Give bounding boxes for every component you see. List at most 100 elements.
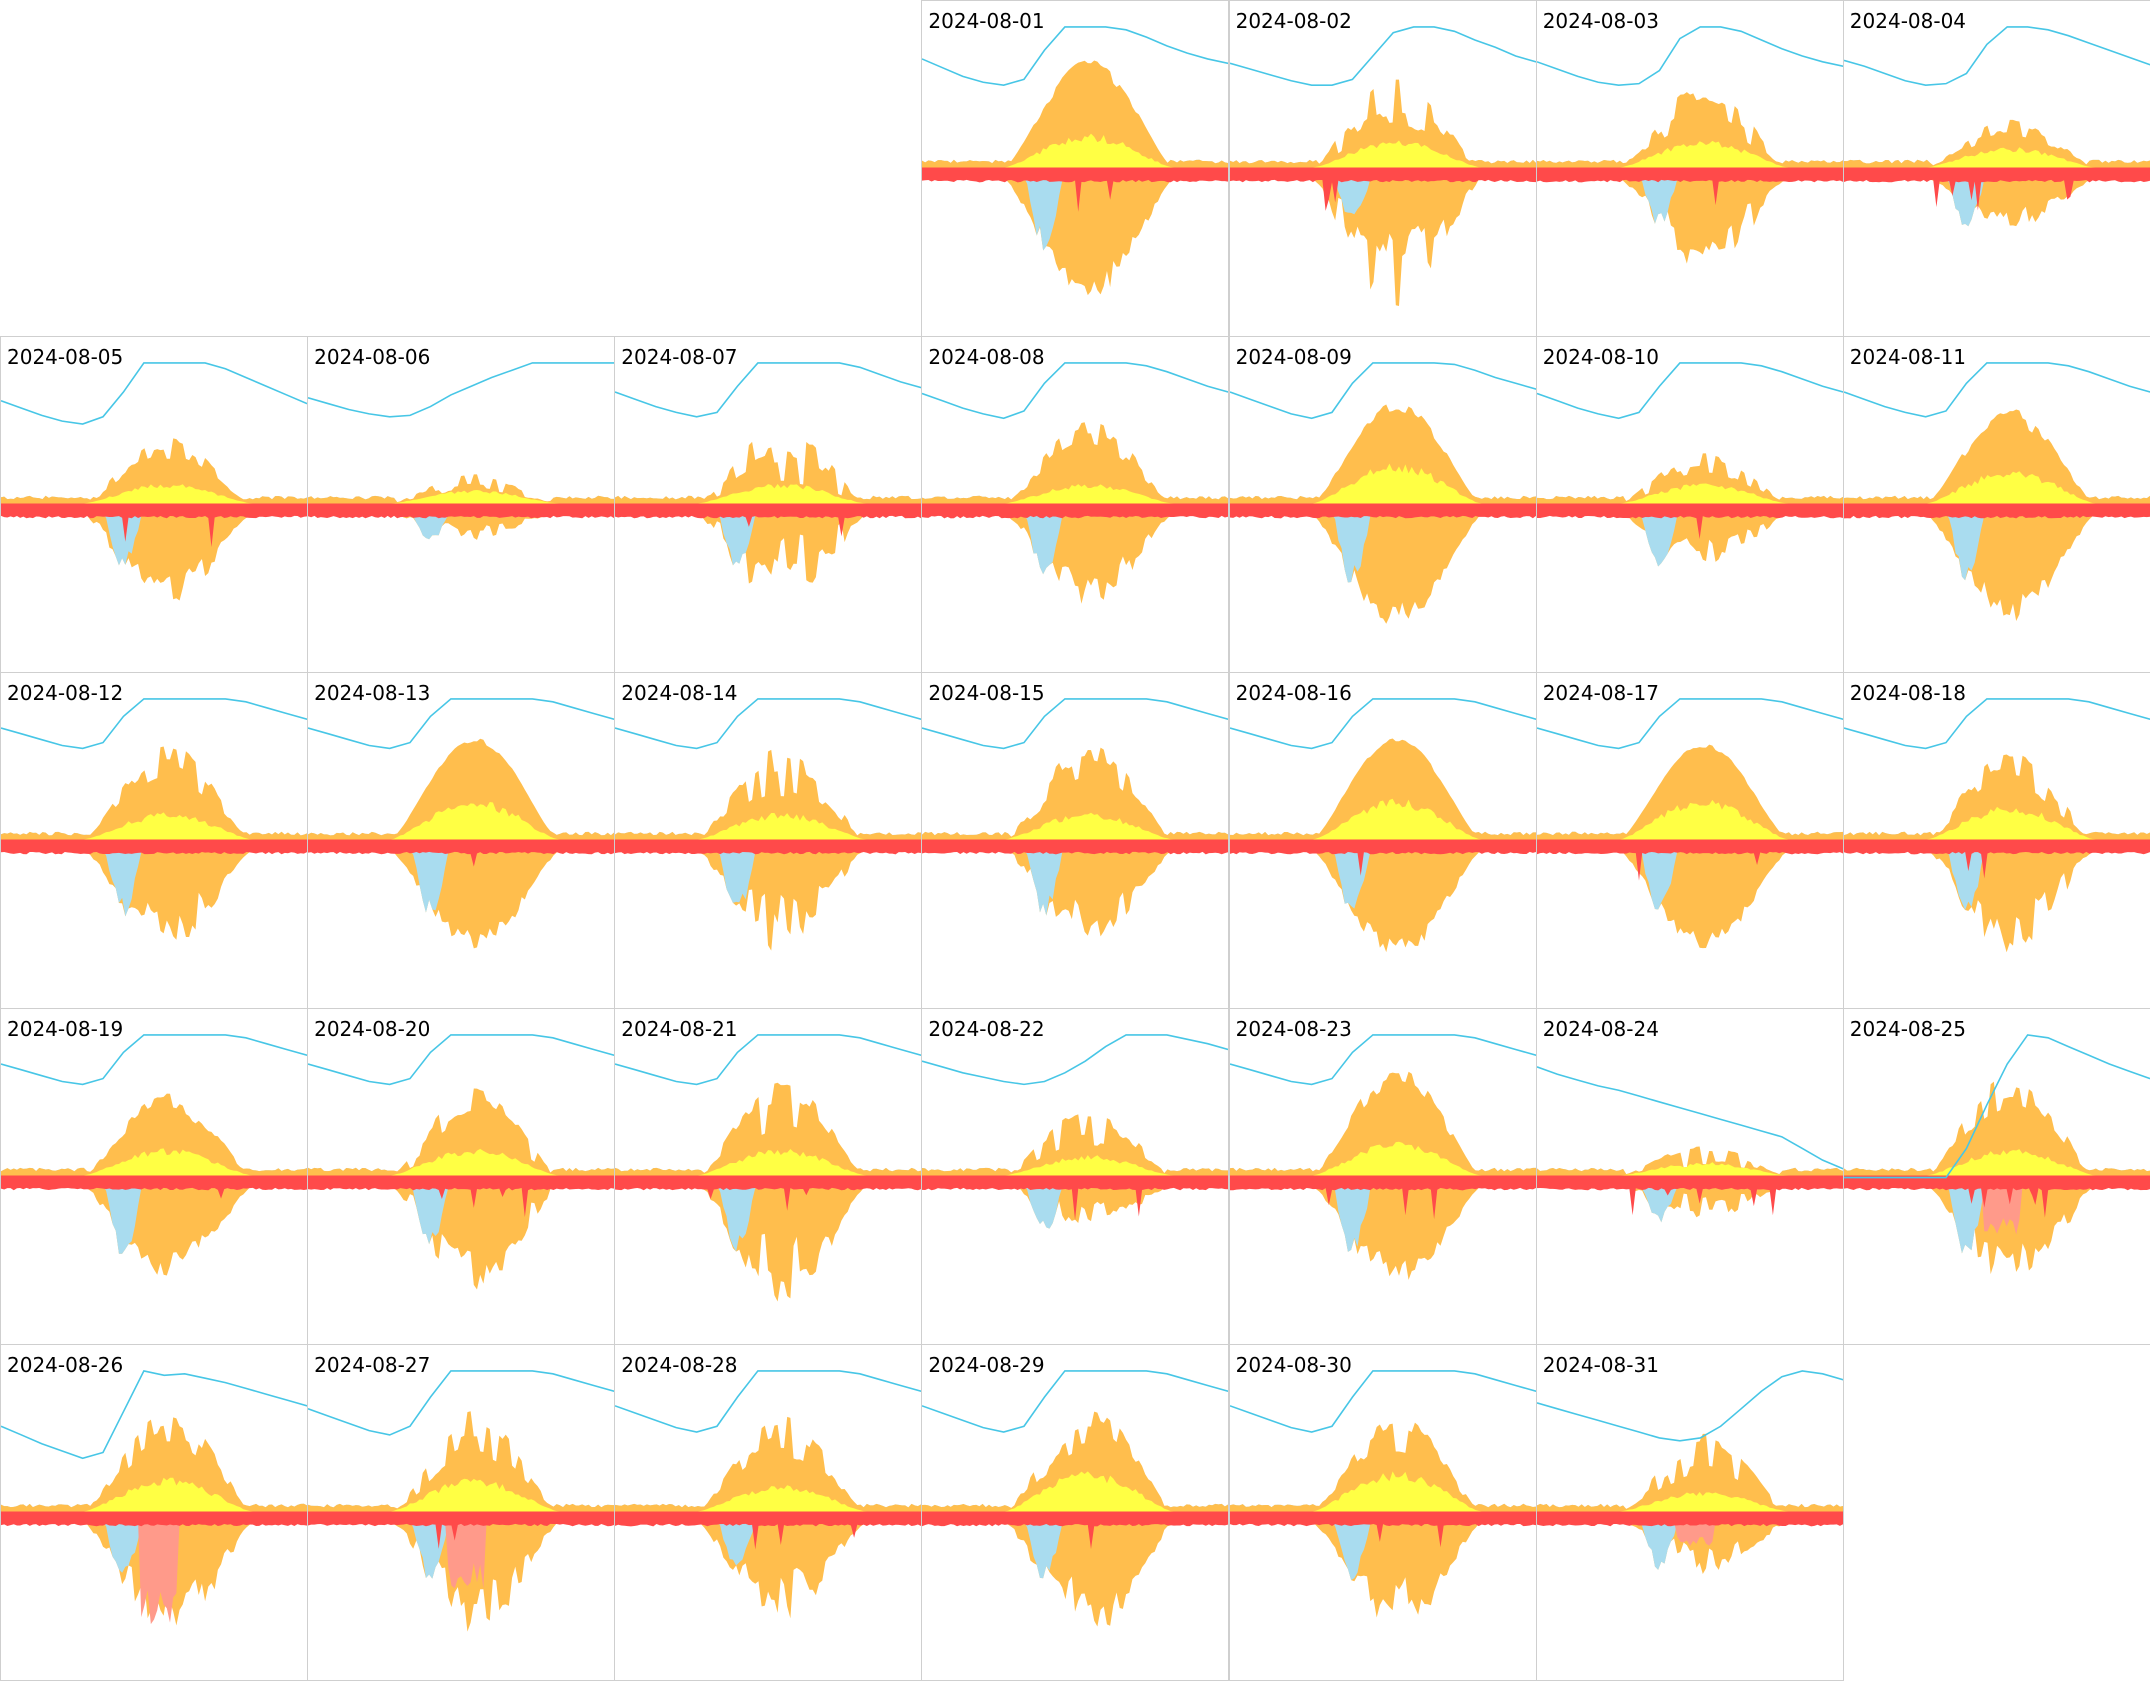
day-power-chart xyxy=(615,698,922,951)
consumption-area xyxy=(922,503,1229,519)
battery-soc-line xyxy=(1,1034,308,1086)
solar-production-area xyxy=(1536,453,1843,504)
consumption-area xyxy=(1,839,308,855)
solar-production-area xyxy=(1,1417,308,1512)
day-power-chart xyxy=(1,362,308,601)
consumption-area xyxy=(1229,839,1536,876)
day-power-chart xyxy=(1,1034,308,1276)
battery-soc-line xyxy=(1536,698,1843,750)
battery-soc-line xyxy=(1229,698,1536,750)
battery-charge-area xyxy=(1536,1521,1843,1546)
consumption-area xyxy=(922,1511,1229,1550)
solar-export-area xyxy=(922,1521,1229,1627)
day-date-label: 2024-08-18 xyxy=(1849,681,1967,705)
day-date-label: 2024-08-06 xyxy=(314,345,431,369)
solar-export-area xyxy=(1,513,308,601)
day-cell: 2024-08-12 xyxy=(0,672,309,1009)
consumption-area xyxy=(1,503,308,548)
day-date-label: 2024-08-22 xyxy=(928,1017,1045,1041)
day-power-chart xyxy=(922,362,1229,604)
consumption-area xyxy=(615,839,922,855)
day-power-chart xyxy=(1229,362,1536,624)
day-power-chart xyxy=(308,698,615,949)
solar-export-area xyxy=(615,513,922,584)
solar-export-area xyxy=(615,1185,922,1302)
day-date-label: 2024-08-05 xyxy=(7,345,124,369)
day-date-label: 2024-08-20 xyxy=(314,1017,431,1041)
solar-production-area xyxy=(1,1093,308,1176)
solar-export-area xyxy=(1536,849,1843,949)
battery-soc-line xyxy=(922,26,1229,86)
solar-production-area xyxy=(615,441,922,504)
solar-self-consumption-area xyxy=(1536,483,1843,504)
consumption-area xyxy=(922,839,1229,855)
day-cell: 2024-08-03 xyxy=(1535,0,1844,337)
day-cell: 2024-08-23 xyxy=(1228,1008,1537,1345)
solar-self-consumption-area xyxy=(615,1148,922,1176)
solar-production-area xyxy=(922,1411,1229,1512)
solar-production-area xyxy=(1,746,308,840)
day-power-chart xyxy=(1536,26,1843,264)
solar-production-area xyxy=(615,749,922,840)
battery-soc-line xyxy=(1229,362,1536,420)
solar-production-area xyxy=(1536,1146,1843,1176)
consumption-area xyxy=(615,503,922,537)
day-cell: 2024-08-11 xyxy=(1842,336,2150,673)
solar-production-area xyxy=(1,438,308,504)
solar-production-area xyxy=(308,738,615,840)
day-power-chart xyxy=(1229,1370,1536,1618)
solar-self-consumption-area xyxy=(615,484,922,504)
solar-self-consumption-area xyxy=(1229,1471,1536,1512)
solar-export-area xyxy=(1536,1521,1843,1575)
day-cell: 2024-08-29 xyxy=(921,1344,1230,1681)
solar-production-area xyxy=(308,1088,615,1176)
day-power-chart xyxy=(922,1370,1229,1627)
battery-charge-area xyxy=(308,1521,615,1589)
day-power-chart xyxy=(615,1034,922,1302)
solar-export-area xyxy=(1229,1521,1536,1618)
solar-production-area xyxy=(1843,1081,2150,1176)
day-power-chart xyxy=(922,1034,1229,1229)
day-cell: 2024-08-26 xyxy=(0,1344,309,1681)
solar-self-consumption-area xyxy=(308,802,615,840)
consumption-area xyxy=(1536,503,1843,539)
solar-production-area xyxy=(1843,409,2150,504)
day-date-label: 2024-08-01 xyxy=(928,9,1045,33)
day-cell: 2024-08-28 xyxy=(614,1344,923,1681)
solar-production-area xyxy=(922,60,1229,168)
solar-production-area xyxy=(922,747,1229,840)
day-date-label: 2024-08-24 xyxy=(1542,1017,1659,1041)
day-power-chart xyxy=(1843,698,2150,953)
battery-soc-line xyxy=(615,362,922,418)
day-power-chart xyxy=(1536,698,1843,949)
solar-self-consumption-area xyxy=(1229,798,1536,840)
day-cell: 2024-08-15 xyxy=(921,672,1230,1009)
battery-soc-line xyxy=(922,362,1229,420)
day-power-chart xyxy=(1843,362,2150,621)
day-cell: 2024-08-08 xyxy=(921,336,1230,673)
day-power-chart xyxy=(1536,1066,1843,1223)
day-date-label: 2024-08-16 xyxy=(1235,681,1352,705)
solar-self-consumption-area xyxy=(1536,799,1843,840)
consumption-area xyxy=(1,1175,308,1199)
consumption-area xyxy=(1536,839,1843,881)
battery-soc-line xyxy=(615,1370,922,1433)
solar-production-area xyxy=(615,1416,922,1512)
battery-soc-line xyxy=(1229,26,1536,86)
day-power-chart xyxy=(1536,362,1843,567)
day-date-label: 2024-08-27 xyxy=(314,1353,431,1377)
solar-production-area xyxy=(922,422,1229,504)
day-date-label: 2024-08-11 xyxy=(1849,345,1967,369)
solar-export-area xyxy=(308,849,615,949)
solar-export-area xyxy=(1536,177,1843,264)
day-date-label: 2024-08-02 xyxy=(1235,9,1352,33)
solar-export-area xyxy=(922,513,1229,604)
battery-soc-line xyxy=(308,698,615,750)
day-power-chart xyxy=(1229,698,1536,953)
solar-production-area xyxy=(1229,1071,1536,1176)
solar-self-consumption-area xyxy=(1536,1162,1843,1176)
day-power-chart xyxy=(922,698,1229,937)
solar-export-area xyxy=(1229,849,1536,953)
solar-production-area xyxy=(1843,119,2150,168)
